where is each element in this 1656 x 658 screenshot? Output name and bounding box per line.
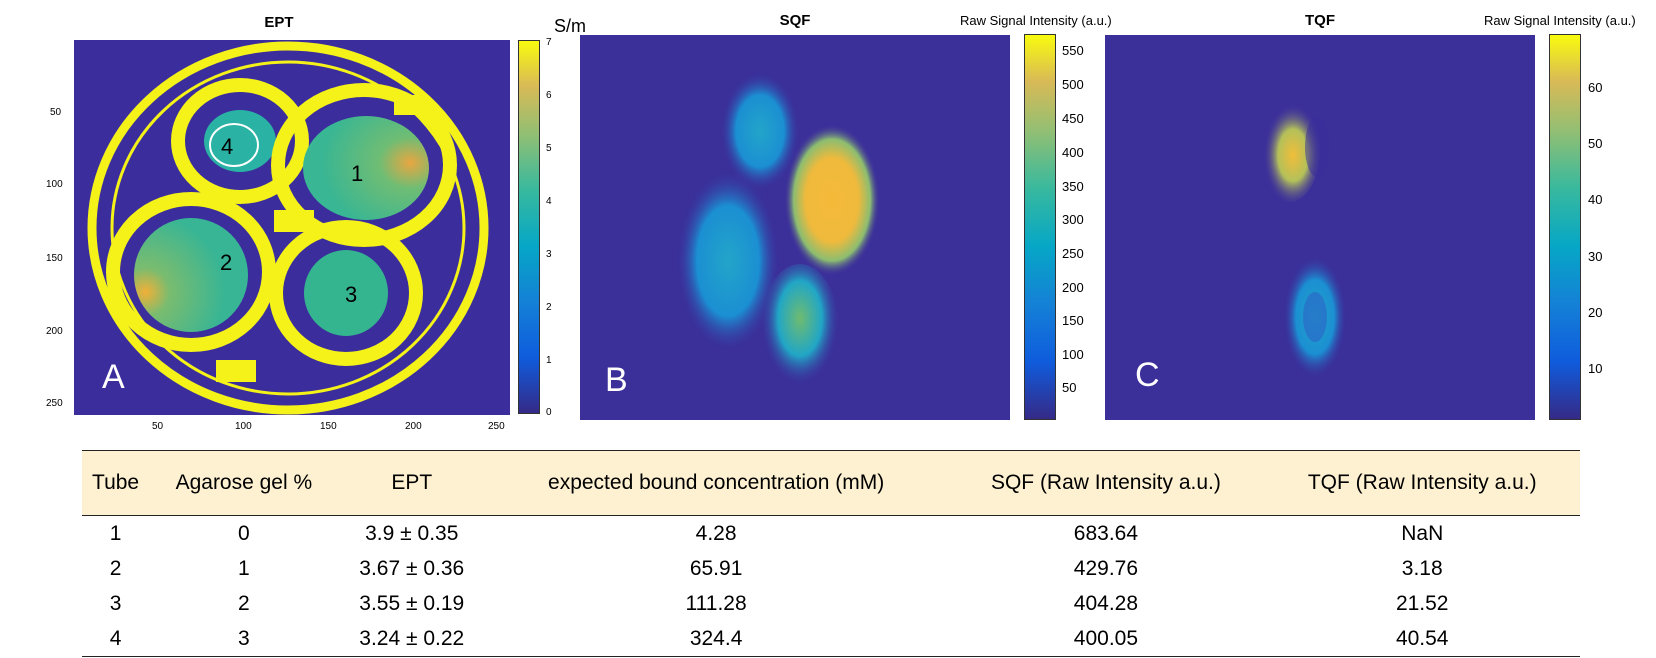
sqf-colorbar-tick: 350	[1062, 179, 1084, 194]
cell: NaN	[1401, 521, 1444, 545]
sqf-colorbar	[1024, 34, 1056, 420]
panel-a-letter: A	[102, 358, 125, 396]
ept-unit-label: S/m	[554, 16, 587, 36]
panel-b-letter: B	[605, 361, 628, 399]
cell: 683.64	[1073, 521, 1139, 545]
header-ept: EPT	[338, 450, 485, 516]
tqf-title: TQF	[1305, 12, 1335, 29]
tqf-image	[1105, 35, 1535, 420]
cell: 3	[109, 591, 122, 615]
sqf-title: SQF	[779, 12, 811, 29]
ept-colorbar-tick: 7	[546, 37, 552, 48]
cell: 400.05	[947, 621, 1265, 657]
cell: 40.54	[1264, 621, 1580, 657]
ept-colorbar-tick: 5	[546, 143, 552, 154]
ept-y-tick: 250	[46, 398, 63, 409]
cell: 3	[149, 621, 339, 657]
ept-x-tick: 100	[235, 421, 252, 432]
sqf-colorbar-tick: 550	[1062, 43, 1084, 58]
sqf-colorbar-tick: 500	[1062, 77, 1084, 92]
table-row: 3 2 3.55 ± 0.19 111.28 404.28 21.52	[82, 586, 1580, 621]
cell: 21.52	[1395, 591, 1449, 615]
cell: 1	[238, 556, 250, 580]
sqf-colorbar-tick: 400	[1062, 145, 1084, 160]
ept-colorbar-tick: 3	[546, 249, 552, 260]
tqf-colorbar-tick: 10	[1588, 361, 1603, 376]
sqf-image	[580, 35, 1010, 420]
tqf-colorbar-label: Raw Signal Intensity (a.u.)	[1484, 13, 1636, 28]
sqf-colorbar-tick: 450	[1062, 111, 1084, 126]
ept-tube-label-3: 3	[345, 282, 358, 307]
cell: 4.28	[695, 521, 737, 545]
table-header-row: Tube Agarose gel % EPT expected bound co…	[82, 450, 1580, 516]
ept-colorbar-tick: 4	[546, 196, 552, 207]
results-table: Tube Agarose gel % EPT expected bound co…	[82, 450, 1580, 657]
tqf-colorbar-tick: 20	[1588, 305, 1603, 320]
tqf-colorbar-tick: 40	[1588, 192, 1603, 207]
cell: 3.67 ± 0.36	[359, 556, 465, 580]
sqf-colorbar-tick: 150	[1062, 313, 1084, 328]
ept-tube-label-2: 2	[220, 250, 233, 275]
ept-tube-label-4: 4	[221, 134, 234, 159]
sqf-colorbar-tick: 50	[1062, 380, 1077, 395]
ept-title: EPT	[264, 14, 294, 31]
tqf-colorbar-tick: 30	[1588, 249, 1603, 264]
ept-x-tick: 50	[152, 421, 164, 432]
ept-colorbar-tick: 2	[546, 302, 552, 313]
cell: 3.55 ± 0.19	[359, 591, 465, 615]
ept-y-tick: 100	[46, 179, 63, 190]
tqf-colorbar	[1549, 34, 1581, 420]
sqf-colorbar-label: Raw Signal Intensity (a.u.)	[960, 13, 1112, 28]
table-row: 1 0 3.9 ± 0.35 4.28 683.64 NaN	[82, 516, 1580, 552]
cell: 404.28	[1073, 591, 1139, 615]
ept-x-tick: 250	[488, 421, 505, 432]
ept-y-tick: 50	[50, 107, 62, 118]
sqf-colorbar-tick: 250	[1062, 246, 1084, 261]
cell: 2	[238, 591, 250, 615]
header-bound-concentration: expected bound concentration (mM)	[484, 450, 948, 516]
panel-c-letter: C	[1135, 356, 1160, 394]
cell: 324.4	[484, 621, 948, 657]
ept-y-tick: 200	[46, 326, 63, 337]
cell: 4	[82, 621, 150, 657]
cell: 2	[109, 556, 122, 580]
header-sqf: SQF (Raw Intensity a.u.)	[947, 450, 1265, 516]
header-tube: Tube	[82, 450, 150, 516]
header-agarose: Agarose gel %	[149, 450, 339, 516]
ept-colorbar-tick: 1	[546, 355, 552, 366]
ept-colorbar-tick: 6	[546, 90, 552, 101]
cell: 0	[238, 521, 250, 545]
cell: 1	[109, 521, 122, 545]
cell: 429.76	[1073, 556, 1139, 580]
table-row: 2 1 3.67 ± 0.36 65.91 429.76 3.18	[82, 551, 1580, 586]
ept-y-tick: 150	[46, 253, 63, 264]
ept-colorbar-tick: 0	[546, 407, 552, 418]
ept-tube-label-1: 1	[351, 161, 364, 186]
ept-x-tick: 200	[405, 421, 422, 432]
sqf-colorbar-tick: 200	[1062, 280, 1084, 295]
tqf-colorbar-tick: 60	[1588, 80, 1603, 95]
tqf-colorbar-tick: 50	[1588, 136, 1603, 151]
header-tqf: TQF (Raw Intensity a.u.)	[1264, 450, 1580, 516]
cell: 3.18	[1401, 556, 1443, 580]
ept-image	[74, 40, 510, 415]
cell: 3.9 ± 0.35	[365, 521, 459, 545]
table-row: 4 3 3.24 ± 0.22 324.4 400.05 40.54	[82, 621, 1580, 657]
sqf-colorbar-tick: 100	[1062, 347, 1084, 362]
ept-x-tick: 150	[320, 421, 337, 432]
cell: 65.91	[689, 556, 743, 580]
ept-colorbar	[518, 40, 540, 414]
cell: 3.24 ± 0.22	[338, 621, 485, 657]
sqf-colorbar-tick: 300	[1062, 212, 1084, 227]
cell: 111.28	[685, 591, 747, 615]
